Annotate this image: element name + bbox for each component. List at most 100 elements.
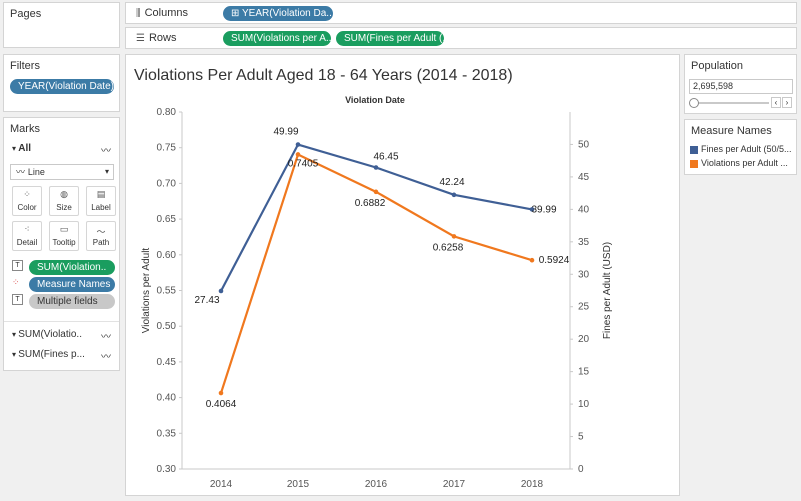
data-point bbox=[451, 234, 457, 239]
x-tick-label: 2014 bbox=[210, 479, 233, 490]
chevron-down-icon: ▾ bbox=[104, 167, 109, 176]
y-left-tick-label: 0.80 bbox=[157, 107, 177, 118]
divider bbox=[4, 321, 119, 322]
legend-panel: Measure Names Fines per Adult (50/5... V… bbox=[684, 119, 797, 175]
expand-icon: ⊞ bbox=[231, 8, 242, 19]
data-point bbox=[373, 189, 379, 195]
rows-icon: ☰ bbox=[136, 33, 145, 44]
columns-pill-year[interactable]: ⊞ YEAR(Violation Da.. bbox=[223, 6, 333, 21]
marks-measure-fines[interactable]: ▾ SUM(Fines p... 〰 bbox=[12, 349, 111, 363]
label-icon: ▤ bbox=[96, 190, 106, 200]
y-right-tick-label: 20 bbox=[578, 334, 590, 345]
marks-all-row[interactable]: ▾ All 〰 bbox=[12, 143, 111, 157]
marks-measure-violation[interactable]: ▾ SUM(Violatio.. 〰 bbox=[12, 329, 111, 343]
data-point bbox=[373, 165, 379, 170]
marks-pill-multiple[interactable]: Multiple fields bbox=[29, 294, 115, 309]
size-button[interactable]: ◍ Size bbox=[49, 186, 79, 216]
x-tick-label: 2018 bbox=[521, 479, 544, 490]
y-right-tick-label: 25 bbox=[578, 302, 590, 313]
tooltip-button[interactable]: ▭ Tooltip bbox=[49, 221, 79, 251]
collapse-icon: ▾ bbox=[12, 144, 19, 153]
marks-field-measure-names[interactable]: ⁘ Measure Names bbox=[12, 277, 115, 293]
marks-field-violation[interactable]: T SUM(Violation.. bbox=[12, 260, 115, 276]
population-input[interactable]: 2,695,598 bbox=[689, 79, 793, 94]
data-label: 0.7405 bbox=[288, 158, 319, 169]
marks-title: Marks bbox=[10, 123, 40, 135]
y-left-tick-label: 0.35 bbox=[157, 428, 177, 439]
slider-track bbox=[692, 102, 769, 104]
filters-title: Filters bbox=[10, 60, 40, 72]
rows-label: ☰ Rows bbox=[136, 32, 177, 44]
population-panel: Population 2,695,598 ‹ › bbox=[684, 54, 797, 114]
path-button[interactable]: 〜 Path bbox=[86, 221, 116, 251]
y-right-tick-label: 5 bbox=[578, 432, 584, 443]
collapse-icon: ▾ bbox=[12, 350, 19, 359]
population-title: Population bbox=[691, 60, 743, 72]
data-label: 27.43 bbox=[194, 295, 219, 306]
line-type-icon: 〰 bbox=[16, 168, 28, 178]
chevron-left-icon: ‹ bbox=[774, 98, 778, 107]
size-icon: ◍ bbox=[60, 190, 68, 200]
y-left-tick-label: 0.55 bbox=[157, 286, 177, 297]
columns-shelf[interactable]: ⫼ Columns ⊞ YEAR(Violation Da.. bbox=[125, 2, 797, 24]
detail-button[interactable]: ⁖ Detail bbox=[12, 221, 42, 251]
mark-type-dropdown[interactable]: 〰 Line ▾ bbox=[10, 164, 114, 180]
color-icon: ⁘ bbox=[23, 190, 31, 200]
y-left-tick-label: 0.40 bbox=[157, 393, 177, 404]
marks-pill-measure-names[interactable]: Measure Names bbox=[29, 277, 115, 292]
population-slider[interactable] bbox=[689, 97, 769, 109]
marks-field-multiple[interactable]: T Multiple fields bbox=[12, 294, 115, 310]
y-right-tick-label: 50 bbox=[578, 139, 590, 150]
y-left-tick-label: 0.60 bbox=[157, 250, 177, 261]
legend-item-fines[interactable]: Fines per Adult (50/5... bbox=[690, 144, 792, 154]
y-right-tick-label: 10 bbox=[578, 399, 590, 410]
rows-pill-fines[interactable]: SUM(Fines per Adult (.. bbox=[336, 31, 444, 46]
tooltip-icon: ▭ bbox=[59, 225, 69, 235]
rows-shelf[interactable]: ☰ Rows SUM(Violations per A.. SUM(Fines p… bbox=[125, 27, 797, 49]
text-field-icon: T bbox=[12, 260, 23, 271]
pages-title: Pages bbox=[10, 8, 42, 20]
data-label: 0.6882 bbox=[355, 198, 386, 209]
data-point bbox=[218, 390, 224, 396]
rows-pill-violations[interactable]: SUM(Violations per A.. bbox=[223, 31, 331, 46]
chevron-right-icon: › bbox=[785, 98, 789, 107]
detail-icon: ⁖ bbox=[24, 225, 30, 235]
data-label: 49.99 bbox=[273, 127, 298, 138]
data-label: 0.5924 bbox=[539, 255, 570, 266]
x-tick-label: 2016 bbox=[365, 479, 388, 490]
data-label: 42.24 bbox=[439, 177, 464, 188]
view-panel: Violations Per Adult Aged 18 - 64 Years … bbox=[125, 54, 680, 496]
slider-handle[interactable] bbox=[689, 98, 699, 108]
marks-pill-violation[interactable]: SUM(Violation.. bbox=[29, 260, 115, 275]
y-left-tick-label: 0.50 bbox=[157, 321, 177, 332]
path-icon: 〜 bbox=[96, 228, 106, 238]
data-point bbox=[295, 142, 301, 147]
data-point bbox=[529, 257, 535, 263]
y-left-tick-label: 0.70 bbox=[157, 178, 177, 189]
x-tick-label: 2017 bbox=[443, 479, 466, 490]
slider-next-button[interactable]: › bbox=[782, 97, 792, 108]
slider-prev-button[interactable]: ‹ bbox=[771, 97, 781, 108]
data-label: 0.6258 bbox=[433, 242, 464, 253]
y-left-tick-label: 0.30 bbox=[157, 464, 177, 475]
y-axis-left-title: Violations per Adult bbox=[141, 248, 152, 334]
columns-label: ⫼ Columns bbox=[136, 7, 189, 19]
y-right-tick-label: 0 bbox=[578, 464, 584, 475]
y-right-tick-label: 15 bbox=[578, 367, 590, 378]
legend-swatch bbox=[690, 159, 698, 168]
line-mark-icon: 〰 bbox=[101, 146, 111, 157]
data-label: 46.45 bbox=[373, 151, 398, 162]
chart-title: Violations Per Adult Aged 18 - 64 Years … bbox=[134, 67, 513, 84]
legend-title: Measure Names bbox=[691, 125, 772, 137]
line-mark-icon: 〰 bbox=[101, 332, 111, 343]
legend-item-violations[interactable]: Violations per Adult ... bbox=[690, 158, 788, 168]
filters-panel: Filters YEAR(Violation Date) bbox=[3, 54, 120, 112]
data-point bbox=[218, 288, 224, 294]
label-button[interactable]: ▤ Label bbox=[86, 186, 116, 216]
color-dots-icon: ⁘ bbox=[12, 277, 20, 287]
filter-pill-year[interactable]: YEAR(Violation Date) bbox=[10, 79, 114, 94]
color-button[interactable]: ⁘ Color bbox=[12, 186, 42, 216]
marks-panel: Marks ▾ All 〰 〰 Line ▾ ⁘ Color ◍ Size ▤ Lab… bbox=[3, 117, 120, 371]
text-field-icon: T bbox=[12, 294, 23, 305]
data-point bbox=[451, 192, 457, 198]
